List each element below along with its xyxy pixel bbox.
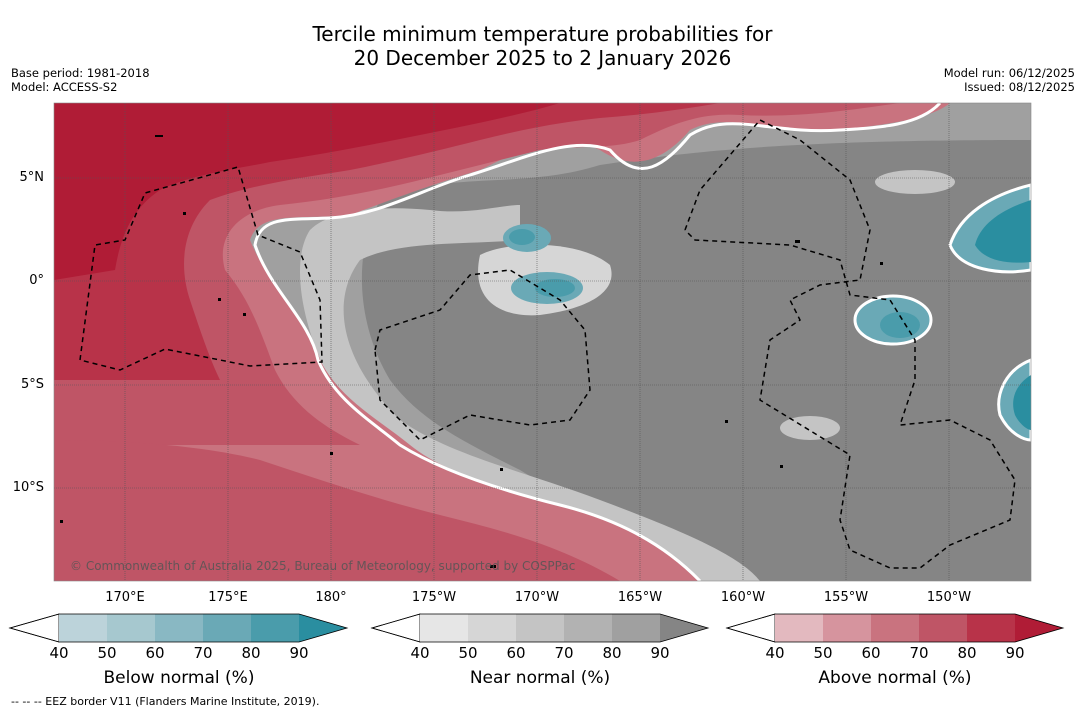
above-normal-boundary <box>253 103 942 581</box>
below-normal-blob-4-core <box>975 200 1031 263</box>
above-normal-south <box>54 440 620 581</box>
above-tick: 50 <box>813 644 833 662</box>
above-normal-high <box>54 103 720 380</box>
below-tick: 60 <box>145 644 165 662</box>
map-area <box>54 103 1031 581</box>
issued-date: Issued: 08/12/2025 <box>964 80 1075 94</box>
title-line-1: Tercile minimum temperature probabilitie… <box>312 22 773 46</box>
above-tick: 70 <box>909 644 929 662</box>
near-normal-patch-2 <box>875 170 955 194</box>
lon-label-160w: 160°W <box>720 590 766 605</box>
lon-label-175w: 175°W <box>411 590 457 605</box>
below-normal-blob-5-core <box>1013 375 1031 430</box>
below-normal-blob-1-core <box>509 229 535 245</box>
lon-label-155w: 155°W <box>823 590 869 605</box>
near-normal-patch <box>780 416 840 440</box>
eez-borders <box>79 119 1016 569</box>
below-tick: 80 <box>241 644 261 662</box>
meta-left: Base period: 1981-2018 Model: ACCESS-S2 <box>11 66 150 94</box>
lon-label-180: 180° <box>315 590 347 605</box>
near-tick: 90 <box>650 644 670 662</box>
lon-label-175e: 175°E <box>208 590 248 605</box>
above-tick: 90 <box>1005 644 1025 662</box>
colorbar-above <box>725 613 1065 643</box>
lon-label-170w: 170°W <box>514 590 560 605</box>
above-normal-region <box>54 103 950 581</box>
colorbar-below <box>8 613 349 643</box>
model-name: Model: ACCESS-S2 <box>11 80 118 94</box>
map-title: Tercile minimum temperature probabilitie… <box>0 22 1085 70</box>
below-normal-blob-2-core <box>535 279 575 297</box>
model-run: Model run: 06/12/2025 <box>943 66 1075 80</box>
lat-label-0: 0° <box>29 273 44 288</box>
graticule <box>54 103 1031 581</box>
lat-label-10s: 10°S <box>12 480 44 495</box>
above-tick: 80 <box>957 644 977 662</box>
near-tick: 80 <box>602 644 622 662</box>
near-tick: 40 <box>410 644 430 662</box>
above-normal-mid <box>54 103 900 445</box>
below-tick: 70 <box>193 644 213 662</box>
colorbar-near <box>370 613 710 643</box>
near-tick: 70 <box>554 644 574 662</box>
island-specks <box>60 135 883 568</box>
lat-label-5s: 5°S <box>20 377 44 392</box>
eez-footnote: -- -- -- EEZ border V11 (Flanders Marine… <box>11 695 320 708</box>
near-tick: 60 <box>506 644 526 662</box>
meta-right: Model run: 06/12/2025 Issued: 08/12/2025 <box>944 66 1075 94</box>
lon-label-150w: 150°W <box>926 590 972 605</box>
base-period: Base period: 1981-2018 <box>11 66 150 80</box>
map-frame <box>53 102 1032 582</box>
near-tick: 50 <box>458 644 478 662</box>
title-line-2: 20 December 2025 to 2 January 2026 <box>353 46 732 70</box>
below-tick: 50 <box>97 644 117 662</box>
below-tick: 90 <box>289 644 309 662</box>
near-normal-label: Near normal (%) <box>469 668 611 688</box>
lon-label-165w: 165°W <box>617 590 663 605</box>
above-tick: 40 <box>765 644 785 662</box>
above-normal-peak <box>54 103 560 280</box>
above-tick: 60 <box>861 644 881 662</box>
lon-label-170e: 170°E <box>105 590 145 605</box>
copyright-notice: © Commonwealth of Australia 2025, Bureau… <box>70 559 576 573</box>
lat-label-5n: 5°N <box>19 170 45 185</box>
below-normal-label: Below normal (%) <box>103 668 255 688</box>
below-tick: 40 <box>49 644 69 662</box>
above-normal-label: Above normal (%) <box>818 668 972 688</box>
